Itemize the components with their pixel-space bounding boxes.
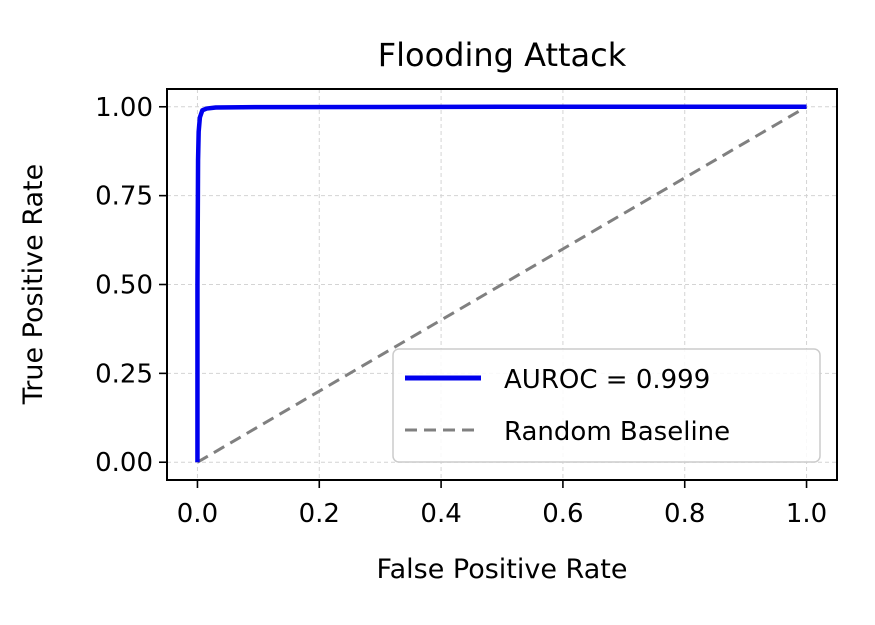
y-tick-label: 1.00: [95, 93, 153, 123]
y-tick-label: 0.50: [95, 271, 153, 301]
legend-box: [392, 348, 821, 463]
x-tick-label: 0.6: [542, 499, 583, 529]
y-tick-label: 0.75: [95, 182, 153, 212]
legend-label-auroc: AUROC = 0.999: [504, 365, 710, 395]
y-axis-label: True Positive Rate: [18, 164, 49, 406]
series-line-random-baseline: [196, 105, 808, 464]
legend: AUROC = 0.999 Random Baseline: [392, 348, 821, 463]
x-tick-label: 0.4: [420, 499, 461, 529]
chart-title: Flooding Attack: [378, 36, 627, 74]
x-axis-label: False Positive Rate: [377, 554, 628, 585]
legend-label-random-baseline: Random Baseline: [504, 417, 730, 447]
x-ticks: 0.0 0.2 0.4 0.6 0.8 1.0: [177, 480, 827, 529]
x-tick-label: 0.2: [299, 499, 340, 529]
y-ticks: 0.00 0.25 0.50 0.75 1.00: [95, 93, 167, 478]
series-line-auroc: [195, 104, 807, 463]
x-tick-label: 1.0: [786, 499, 827, 529]
x-tick-label: 0.0: [177, 499, 218, 529]
x-tick-label: 0.8: [664, 499, 705, 529]
y-tick-label: 0.00: [95, 448, 153, 478]
y-tick-label: 0.25: [95, 359, 153, 389]
series-layer: [195, 104, 808, 464]
